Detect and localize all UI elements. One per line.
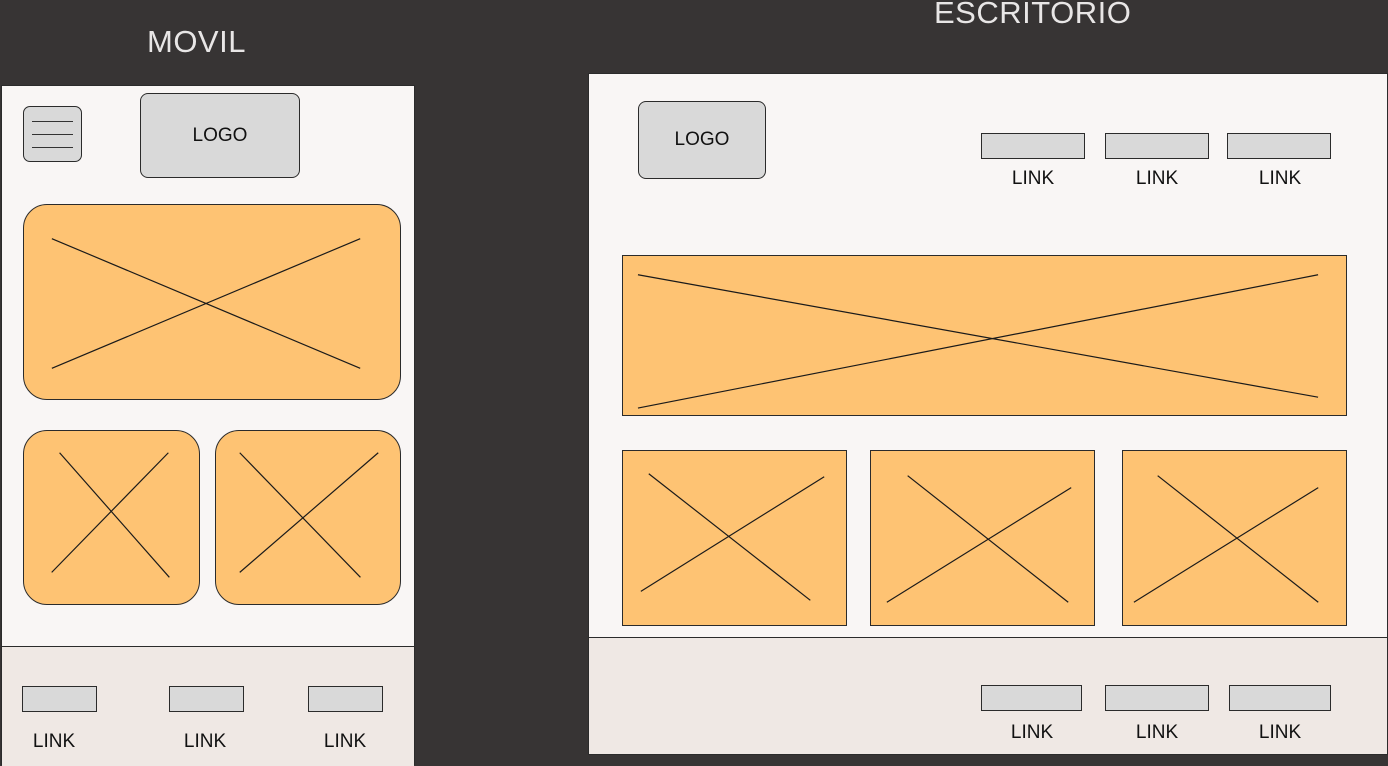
mobile-image-placeholder: [23, 430, 200, 605]
desktop-image-placeholder: [622, 450, 847, 626]
nav-link-label[interactable]: LINK: [1011, 168, 1055, 189]
desktop-image-placeholder: [870, 450, 1095, 626]
footer-link-button[interactable]: [22, 686, 97, 712]
mobile-frame: LOGO LINK LINK LINK: [1, 85, 415, 766]
footer-link-label[interactable]: LINK: [32, 731, 76, 752]
mobile-logo[interactable]: LOGO: [140, 93, 300, 178]
footer-link-label[interactable]: LINK: [183, 731, 227, 752]
hamburger-menu-icon[interactable]: [23, 106, 82, 162]
footer-link-label[interactable]: LINK: [1010, 722, 1054, 743]
footer-link-button[interactable]: [308, 686, 383, 712]
nav-link-label[interactable]: LINK: [1135, 168, 1179, 189]
footer-link-button[interactable]: [1105, 685, 1209, 711]
nav-link-button[interactable]: [1227, 133, 1331, 159]
desktop-logo[interactable]: LOGO: [638, 101, 766, 179]
desktop-frame: LOGO LINK LINK LINK LINK LINK: [588, 73, 1388, 755]
mobile-footer: LINK LINK LINK: [2, 646, 414, 766]
nav-link-button[interactable]: [1105, 133, 1209, 159]
desktop-hero-image-placeholder: [622, 255, 1347, 416]
footer-link-button[interactable]: [981, 685, 1082, 711]
desktop-image-placeholder: [1122, 450, 1347, 626]
mobile-title: MOVIL: [147, 24, 246, 59]
footer-link-label[interactable]: LINK: [1135, 722, 1179, 743]
mobile-image-placeholder: [215, 430, 401, 605]
nav-link-button[interactable]: [981, 133, 1085, 159]
footer-link-button[interactable]: [169, 686, 244, 712]
footer-link-label[interactable]: LINK: [323, 731, 367, 752]
footer-link-label[interactable]: LINK: [1258, 722, 1302, 743]
mobile-hero-image-placeholder: [23, 204, 401, 400]
desktop-title: ESCRITORIO: [934, 0, 1132, 30]
footer-link-button[interactable]: [1229, 685, 1331, 711]
desktop-footer: LINK LINK LINK: [589, 637, 1387, 754]
nav-link-label[interactable]: LINK: [1258, 168, 1302, 189]
